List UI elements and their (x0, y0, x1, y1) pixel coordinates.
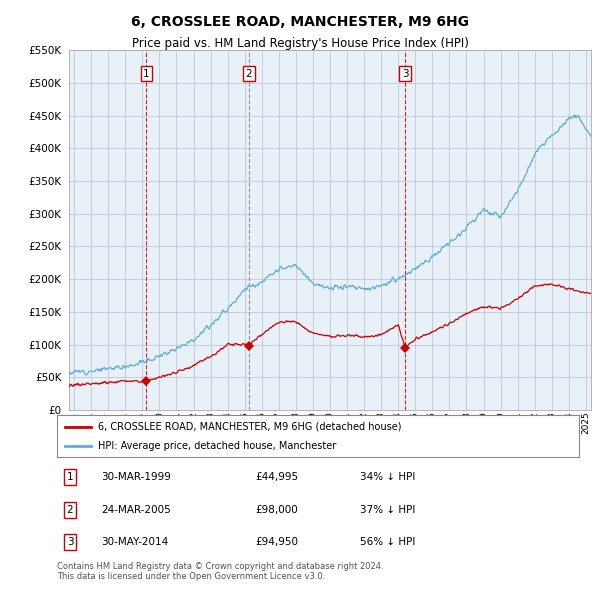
Text: £94,950: £94,950 (256, 537, 298, 548)
Text: This data is licensed under the Open Government Licence v3.0.: This data is licensed under the Open Gov… (57, 572, 325, 581)
Text: 1: 1 (143, 68, 150, 78)
Text: 34% ↓ HPI: 34% ↓ HPI (360, 472, 415, 482)
Text: 6, CROSSLEE ROAD, MANCHESTER, M9 6HG: 6, CROSSLEE ROAD, MANCHESTER, M9 6HG (131, 15, 469, 29)
Text: £98,000: £98,000 (256, 505, 298, 514)
Text: 2: 2 (67, 505, 73, 514)
Text: 30-MAR-1999: 30-MAR-1999 (101, 472, 171, 482)
Text: 6, CROSSLEE ROAD, MANCHESTER, M9 6HG (detached house): 6, CROSSLEE ROAD, MANCHESTER, M9 6HG (de… (98, 422, 401, 432)
Text: 24-MAR-2005: 24-MAR-2005 (101, 505, 171, 514)
Text: 3: 3 (67, 537, 73, 548)
Text: 56% ↓ HPI: 56% ↓ HPI (360, 537, 415, 548)
Text: 3: 3 (402, 68, 409, 78)
Text: 37% ↓ HPI: 37% ↓ HPI (360, 505, 415, 514)
Text: Price paid vs. HM Land Registry's House Price Index (HPI): Price paid vs. HM Land Registry's House … (131, 37, 469, 50)
Text: Contains HM Land Registry data © Crown copyright and database right 2024.: Contains HM Land Registry data © Crown c… (57, 562, 383, 571)
Text: £44,995: £44,995 (256, 472, 298, 482)
Text: 30-MAY-2014: 30-MAY-2014 (101, 537, 169, 548)
Text: 2: 2 (245, 68, 252, 78)
Text: 1: 1 (67, 472, 73, 482)
Text: HPI: Average price, detached house, Manchester: HPI: Average price, detached house, Manc… (98, 441, 336, 451)
